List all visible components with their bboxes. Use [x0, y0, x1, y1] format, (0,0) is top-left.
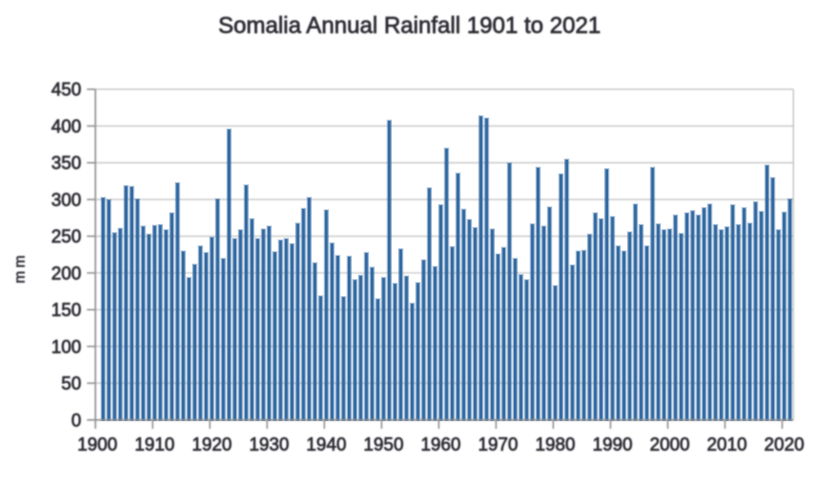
svg-text:mm: mm — [12, 252, 29, 283]
svg-text:400: 400 — [51, 116, 81, 136]
svg-text:100: 100 — [51, 337, 81, 357]
svg-text:2000: 2000 — [650, 435, 690, 455]
svg-text:250: 250 — [51, 227, 81, 247]
svg-text:1970: 1970 — [478, 435, 518, 455]
svg-text:1900: 1900 — [77, 435, 117, 455]
svg-text:1960: 1960 — [421, 435, 461, 455]
svg-text:50: 50 — [61, 374, 81, 394]
svg-text:450: 450 — [51, 80, 81, 100]
svg-text:1930: 1930 — [249, 435, 289, 455]
svg-text:2020: 2020 — [764, 435, 804, 455]
svg-text:Somalia Annual Rainfall 1901 t: Somalia Annual Rainfall 1901 to 2021 — [218, 12, 601, 38]
svg-text:1950: 1950 — [364, 435, 404, 455]
svg-text:200: 200 — [51, 263, 81, 283]
svg-text:1980: 1980 — [535, 435, 575, 455]
svg-text:1990: 1990 — [592, 435, 632, 455]
svg-text:1940: 1940 — [306, 435, 346, 455]
svg-text:2010: 2010 — [707, 435, 747, 455]
svg-text:300: 300 — [51, 190, 81, 210]
svg-text:1910: 1910 — [135, 435, 175, 455]
svg-text:150: 150 — [51, 300, 81, 320]
svg-text:0: 0 — [71, 410, 81, 430]
svg-text:350: 350 — [51, 153, 81, 173]
svg-text:1920: 1920 — [192, 435, 232, 455]
